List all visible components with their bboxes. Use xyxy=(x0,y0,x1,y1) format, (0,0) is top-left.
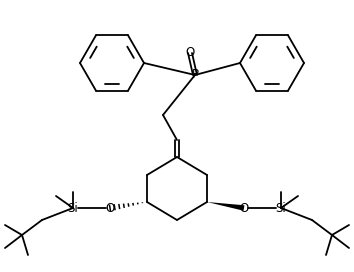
Text: Si: Si xyxy=(276,202,286,215)
Text: P: P xyxy=(192,69,199,82)
Text: O: O xyxy=(239,202,249,215)
Text: O: O xyxy=(185,45,195,58)
Polygon shape xyxy=(207,202,245,211)
Text: Si: Si xyxy=(68,202,78,215)
Text: O: O xyxy=(105,202,115,215)
